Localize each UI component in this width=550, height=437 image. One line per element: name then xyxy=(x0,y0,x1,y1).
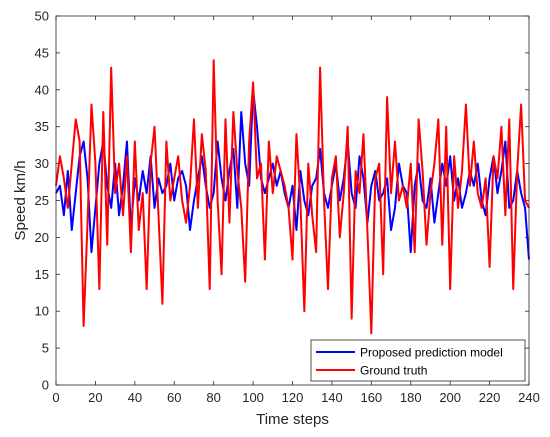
x-tick-label: 0 xyxy=(52,390,59,405)
x-tick-label: 40 xyxy=(128,390,142,405)
x-tick-label: 220 xyxy=(479,390,501,405)
series-lines xyxy=(55,59,530,335)
y-tick-label: 25 xyxy=(35,193,49,208)
y-tick-label: 35 xyxy=(35,119,49,134)
y-tick-label: 0 xyxy=(42,378,49,393)
x-tick-label: 20 xyxy=(88,390,102,405)
x-axis-title: Time steps xyxy=(256,411,329,428)
x-tick-label: 140 xyxy=(321,390,343,405)
y-axis-title: Speed km/h xyxy=(12,160,29,240)
legend-box xyxy=(310,339,526,382)
x-tick-label: 60 xyxy=(167,390,181,405)
x-tick-label: 200 xyxy=(439,390,461,405)
legend-label-proposed-prediction-model: Proposed prediction model xyxy=(360,346,503,360)
y-axis-ticks: 0 5 10 15 20 25 30 35 40 45 50 xyxy=(35,9,529,393)
legend-label-ground-truth: Ground truth xyxy=(360,364,427,378)
x-tick-label: 240 xyxy=(518,390,540,405)
y-tick-label: 10 xyxy=(35,304,49,319)
plot-area xyxy=(56,16,529,385)
y-tick-label: 20 xyxy=(35,230,49,245)
plot-border xyxy=(55,15,530,386)
y-tick-label: 50 xyxy=(35,9,49,24)
x-axis-ticks: 0 20 40 60 80 100 120 140 160 180 200 220 240 xyxy=(52,16,540,405)
x-tick-label: 80 xyxy=(206,390,220,405)
y-tick-label: 15 xyxy=(35,267,49,282)
y-tick-label: 30 xyxy=(35,156,49,171)
y-tick-label: 45 xyxy=(35,45,49,60)
series-line-proposed-prediction-model xyxy=(55,88,530,260)
y-tick-label: 40 xyxy=(35,82,49,97)
series-line-ground-truth xyxy=(55,59,530,335)
y-tick-label: 5 xyxy=(42,341,49,356)
legend: Proposed prediction model Ground truth xyxy=(310,339,526,382)
x-tick-label: 100 xyxy=(242,390,264,405)
x-tick-label: 160 xyxy=(360,390,382,405)
x-tick-label: 120 xyxy=(282,390,304,405)
x-tick-label: 180 xyxy=(400,390,422,405)
